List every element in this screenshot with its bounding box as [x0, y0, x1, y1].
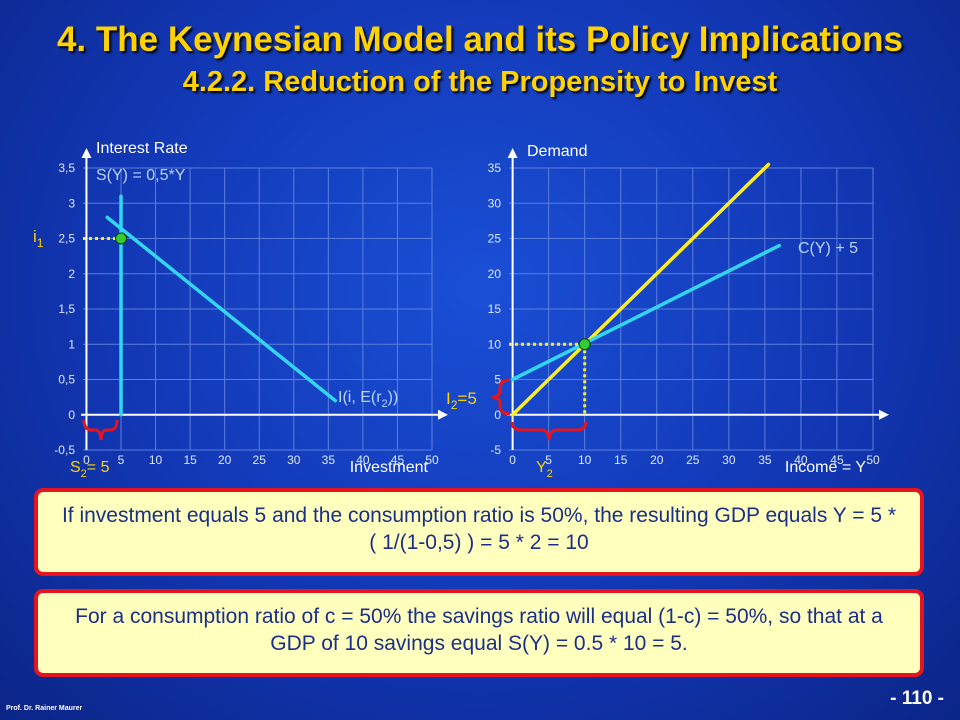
chart1-x-tick-label: 50 [425, 453, 439, 467]
chart2-y-tick-label: 15 [488, 302, 502, 316]
chart2-x-tick-label: 35 [758, 453, 772, 467]
chart2-y-tick-label: 25 [488, 232, 502, 246]
chart1-x-axis-label: Investment [350, 459, 429, 476]
chart1-x-tick-label: 35 [322, 453, 336, 467]
explanation-text-gdp: If investment equals 5 and the consumpti… [61, 504, 897, 554]
chart2-y-tick-label: 30 [488, 196, 502, 210]
chart2-x-tick-label: 50 [866, 453, 880, 467]
slide-title: 4. The Keynesian Model and its Policy Im… [56, 20, 904, 59]
chart1-y-tick-label: 3,5 [58, 161, 75, 175]
chart2-x-axis-label: Income = Y [785, 459, 866, 476]
chart1-y-tick-label: 3 [68, 196, 75, 210]
chart1-x-tick-label: 15 [183, 453, 197, 467]
chart1-y-tick-label: 2,5 [58, 232, 75, 246]
author-footer: Prof. Dr. Rainer Maurer [6, 705, 83, 712]
page-number: - 110 - [890, 688, 944, 709]
chart2-y-tick-label: 0 [494, 408, 501, 422]
chart2-y-axis-arrow [507, 148, 518, 158]
chart2-y-tick-label: 35 [488, 161, 502, 175]
chart1-x-tick-label: 10 [149, 453, 163, 467]
chart1-investment-label: I(i, E(r2)) [338, 389, 398, 410]
chart1-x-tick-label: 5 [118, 453, 125, 467]
chart1-x-tick-label: 20 [218, 453, 232, 467]
chart1-x-tick-label: 0 [83, 453, 90, 467]
chart1-i1-label: i1 [33, 227, 44, 250]
chart1-y-tick-label: 0 [68, 408, 75, 422]
chart2-x-tick-label: 30 [722, 453, 736, 467]
chart1-savings-brace [82, 419, 119, 441]
chart1-y-tick-label: 1,5 [58, 302, 75, 316]
explanation-box-savings: For a consumption ratio of c = 50% the s… [34, 589, 924, 677]
chart2-x-tick-label: 10 [578, 453, 592, 467]
chart1-y-tick-label: 0,5 [58, 373, 75, 387]
chart2-i2-label: I2=5 [446, 389, 477, 412]
chart1-x-axis-arrow [438, 409, 448, 420]
chart2-x-tick-label: 0 [509, 453, 516, 467]
chart1-x-tick-label: 45 [391, 453, 405, 467]
chart2-x-tick-label: 20 [650, 453, 664, 467]
chart1-equilibrium-point [115, 232, 128, 245]
chart2-x-axis-arrow [879, 409, 889, 420]
chart2-y-tick-label: 20 [488, 267, 502, 281]
chart1-s2-label: S2= 5 [70, 459, 110, 480]
chart2-x-tick-label: 15 [614, 453, 628, 467]
chart1-x-tick-label: 40 [356, 453, 370, 467]
chart2-x-tick-label: 25 [686, 453, 700, 467]
chart2-series-line-2 [510, 243, 782, 382]
chart2-equilibrium-point [578, 338, 591, 351]
chart2-income-brace [510, 421, 588, 441]
chart2-y-tick-label: 5 [494, 373, 501, 387]
chart2-series-line-1 [510, 162, 771, 417]
chart1-x-tick-label: 30 [287, 453, 301, 467]
chart2-y2-label: Y2 [536, 459, 553, 480]
charts-area: 0 5 10 15 20 25 30 35 40 45 50-0,500,511,522,533,5… [33, 140, 889, 480]
chart2-consumption-label: C(Y) + 5 [798, 240, 858, 257]
chart1-y-tick-label: -0,5 [54, 443, 75, 457]
chart1-y-tick-label: 1 [68, 337, 75, 351]
chart2-x-tick-label: 5 [545, 453, 552, 467]
chart2-y-tick-label: -5 [490, 443, 501, 457]
chart1-y-axis-arrow [81, 148, 92, 158]
chart2-y-tick-label: 10 [488, 337, 502, 351]
explanation-box-gdp: If investment equals 5 and the consumpti… [34, 488, 924, 576]
chart1-savings-label: S(Y) = 0,5*Y [96, 167, 186, 184]
chart1-series-line-2 [105, 215, 337, 403]
chart1-x-tick-label: 25 [253, 453, 267, 467]
chart2-investment-brace [491, 378, 511, 416]
slide-subtitle: 4.2.2. Reduction of the Propensity to In… [182, 66, 778, 98]
explanation-text-savings: For a consumption ratio of c = 50% the s… [75, 605, 883, 655]
chart1-y-tick-label: 2 [68, 267, 75, 281]
chart2-x-tick-label: 45 [830, 453, 844, 467]
chart2-y-axis-label: Demand [527, 143, 587, 160]
chart2-x-tick-label: 40 [794, 453, 808, 467]
chart1-y-axis-label: Interest Rate [96, 140, 188, 157]
